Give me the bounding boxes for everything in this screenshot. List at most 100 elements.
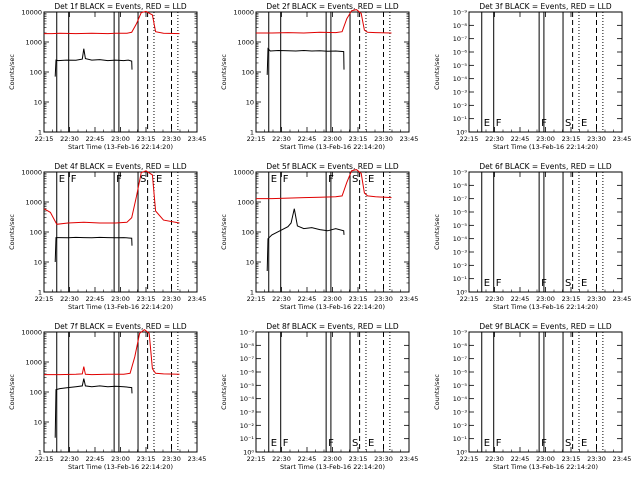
x-tick-label: 23:00	[111, 135, 130, 143]
y-axis-label: Counts/sec	[220, 214, 228, 250]
y-tick-label: 10	[34, 419, 42, 427]
y-axis-label: Counts/sec	[8, 374, 16, 410]
x-tick-label: 23:15	[562, 295, 581, 303]
y-tick-label: 10⁻¹	[453, 275, 468, 283]
plot-title: Det 7f BLACK = Events, RED = LLD	[54, 322, 187, 331]
x-tick-label: 23:15	[349, 135, 368, 143]
x-tick-label: 23:45	[613, 135, 632, 143]
marker-letter: F	[541, 278, 547, 289]
x-axis-label: Start Time (13-Feb-16 22:14:20)	[493, 463, 598, 471]
y-tick-label: 10⁰	[456, 449, 467, 457]
plot-panel-1: Det 1f BLACK = Events, RED = LLD 1 10 100 10…	[8, 2, 206, 151]
events-rate-line	[266, 47, 345, 75]
x-tick-label: 22:15	[247, 455, 266, 463]
y-tick-label: 1000	[25, 39, 42, 47]
marker-letter: S	[565, 118, 571, 129]
x-tick-label: 22:15	[35, 135, 54, 143]
x-tick-label: 22:15	[460, 455, 479, 463]
plot-panel-5: Det 5f BLACK = Events, RED = LLD 1 10 100 10…	[220, 162, 418, 311]
plot-panel-4: Det 4f BLACK = Events, RED = LLD 1 10 100 10…	[8, 162, 206, 311]
y-tick-label: 100	[242, 69, 254, 77]
x-tick-label: 22:45	[86, 455, 105, 463]
y-tick-label: 1	[38, 289, 42, 297]
marker-letter: F	[116, 174, 122, 185]
marker-letter: F	[328, 438, 334, 449]
plot-frame	[43, 331, 198, 453]
plot-frame	[255, 331, 410, 453]
y-axis-label: Counts/sec	[433, 374, 441, 410]
x-tick-label: 23:45	[613, 455, 632, 463]
x-tick-label: 23:45	[400, 295, 419, 303]
x-tick-label: 23:15	[562, 135, 581, 143]
x-tick-label: 23:15	[349, 295, 368, 303]
y-tick-label: 10⁻²	[453, 422, 468, 430]
marker-letter: E	[59, 174, 65, 185]
y-tick-label: 1	[38, 129, 42, 137]
y-tick-label: 1000	[25, 359, 42, 367]
y-axis-label: Counts/sec	[8, 214, 16, 250]
y-tick-label: 10⁻⁹	[240, 329, 255, 337]
plot-title: Det 2f BLACK = Events, RED = LLD	[266, 2, 399, 11]
x-tick-label: 23:00	[536, 135, 555, 143]
marker-letter: E	[271, 174, 277, 185]
y-tick-label: 10000	[21, 329, 42, 337]
y-tick-label: 1	[38, 449, 42, 457]
marker-letter: E	[581, 438, 587, 449]
y-tick-label: 10⁻³	[453, 89, 468, 97]
y-tick-label: 10000	[233, 169, 254, 177]
x-axis-label: Start Time (13-Feb-16 22:14:20)	[68, 143, 173, 151]
x-tick-label: 22:15	[247, 295, 266, 303]
x-tick-label: 23:00	[536, 295, 555, 303]
plot-frame	[468, 171, 623, 293]
y-tick-label: 1	[250, 129, 254, 137]
y-tick-label: 10⁻⁶	[453, 369, 468, 377]
y-tick-label: 10⁻⁴	[453, 395, 468, 403]
marker-letter: F	[328, 174, 334, 185]
events-rate-line	[266, 208, 345, 272]
y-tick-label: 10⁻⁵	[453, 222, 468, 230]
y-axis-label: Counts/sec	[433, 54, 441, 90]
y-axis-label: Counts/sec	[220, 374, 228, 410]
marker-letter: E	[581, 118, 587, 129]
x-tick-label: 23:00	[323, 135, 342, 143]
marker-letter: F	[541, 438, 547, 449]
plot-title: Det 4f BLACK = Events, RED = LLD	[54, 162, 187, 171]
x-tick-label: 23:00	[111, 295, 130, 303]
y-tick-label: 10⁻²	[453, 262, 468, 270]
y-tick-label: 10	[246, 259, 254, 267]
y-tick-label: 10⁰	[243, 449, 254, 457]
x-tick-label: 22:15	[460, 135, 479, 143]
plot-title: Det 8f BLACK = Events, RED = LLD	[266, 322, 399, 331]
y-tick-label: 10	[34, 99, 42, 107]
plot-frame	[43, 11, 198, 133]
x-tick-label: 23:45	[613, 295, 632, 303]
plot-title: Det 9f BLACK = Events, RED = LLD	[479, 322, 612, 331]
x-tick-label: 22:30	[272, 295, 291, 303]
x-axis-label: Start Time (13-Feb-16 22:14:20)	[68, 463, 173, 471]
x-tick-label: 22:30	[60, 455, 79, 463]
y-tick-label: 10⁻⁶	[453, 49, 468, 57]
x-tick-label: 23:15	[137, 455, 156, 463]
y-tick-label: 100	[30, 229, 42, 237]
x-tick-label: 22:15	[35, 295, 54, 303]
x-tick-label: 23:30	[587, 295, 606, 303]
x-tick-label: 23:45	[400, 455, 419, 463]
x-axis-label: Start Time (13-Feb-16 22:14:20)	[68, 303, 173, 311]
x-tick-label: 23:30	[162, 135, 181, 143]
plot-frame	[255, 171, 410, 293]
plot-frame	[43, 171, 198, 293]
y-tick-label: 10⁻⁸	[240, 342, 255, 350]
y-tick-label: 10⁻⁷	[240, 355, 255, 363]
x-tick-label: 22:30	[485, 135, 504, 143]
x-tick-label: 23:30	[374, 135, 393, 143]
y-tick-label: 10⁻⁸	[453, 22, 468, 30]
marker-letter: S	[140, 174, 146, 185]
marker-letter: E	[484, 118, 490, 129]
x-tick-label: 22:45	[511, 295, 530, 303]
y-tick-label: 1000	[237, 199, 254, 207]
x-axis-label: Start Time (13-Feb-16 22:14:20)	[493, 143, 598, 151]
y-tick-label: 10⁻⁶	[240, 369, 255, 377]
y-tick-label: 10⁻³	[453, 249, 468, 257]
plot-panel-2: Det 2f BLACK = Events, RED = LLD 1 10 100 10…	[220, 2, 418, 151]
